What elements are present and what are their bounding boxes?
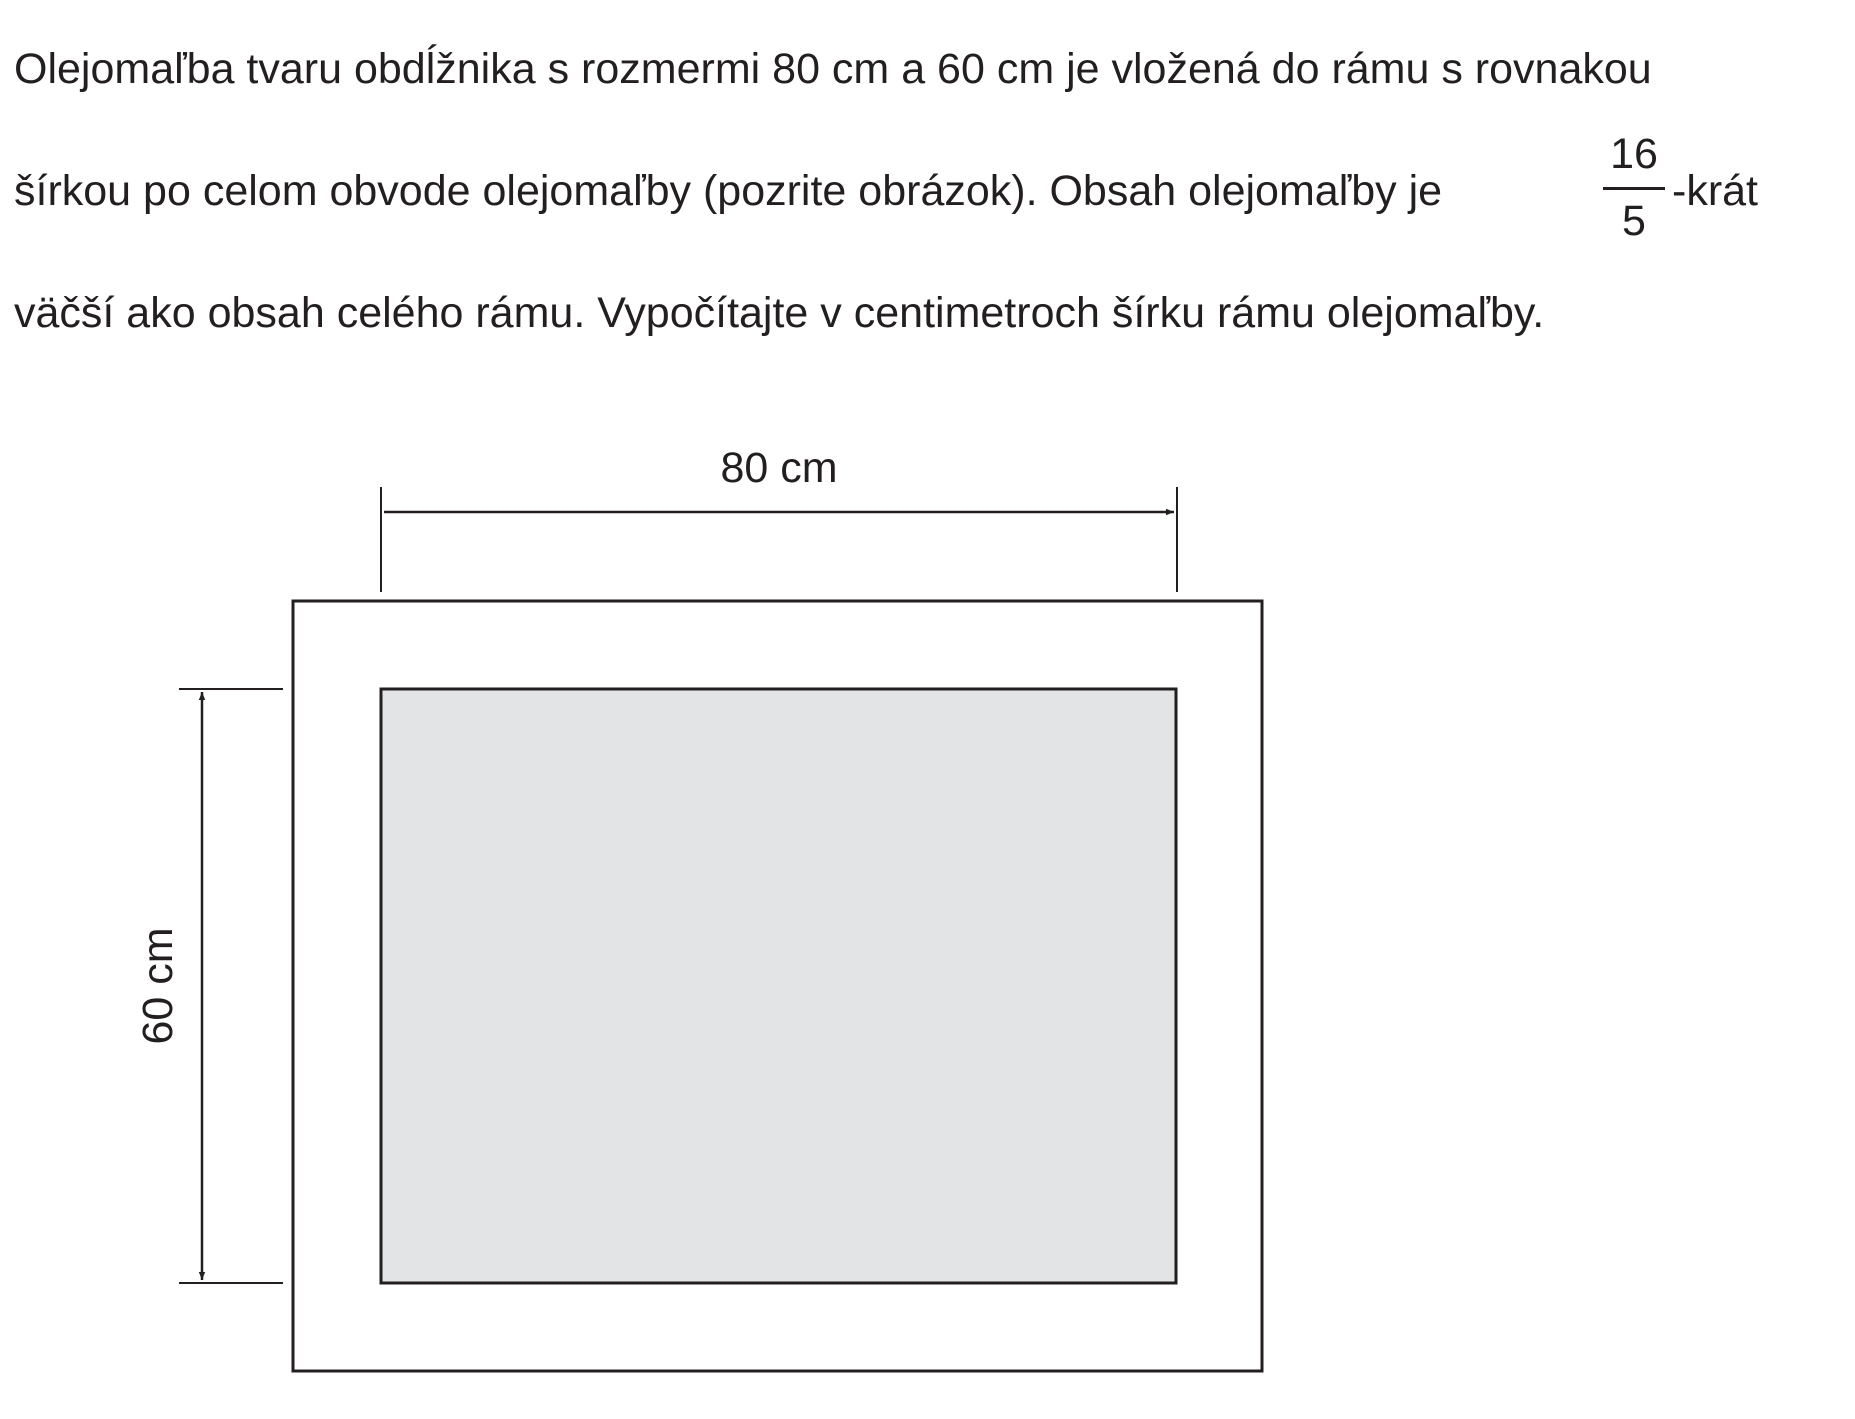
fraction-denominator: 5 [1622,197,1646,245]
fraction-numerator: 16 [1610,130,1658,178]
width-label: 80 cm [720,444,837,492]
width-dimension: 80 cm [380,444,1178,592]
problem-text-line-2: šírkou po celom obvode olejomaľby (pozri… [14,167,1443,215]
fraction-sixteen-fifths: 16 5 [1603,133,1665,243]
fraction-bar [1603,187,1665,190]
problem-text-line-1: Olejomaľba tvaru obdĺžnika s rozmermi 80… [14,45,1652,93]
painting-rect [379,687,1178,1285]
height-label: 60 cm [134,927,182,1044]
height-dimension: 60 cm [134,688,283,1284]
problem-text-line-3: väčší ako obsah celého rámu. Vypočítajte… [14,289,1545,337]
fraction-suffix: -krát [1672,167,1758,215]
